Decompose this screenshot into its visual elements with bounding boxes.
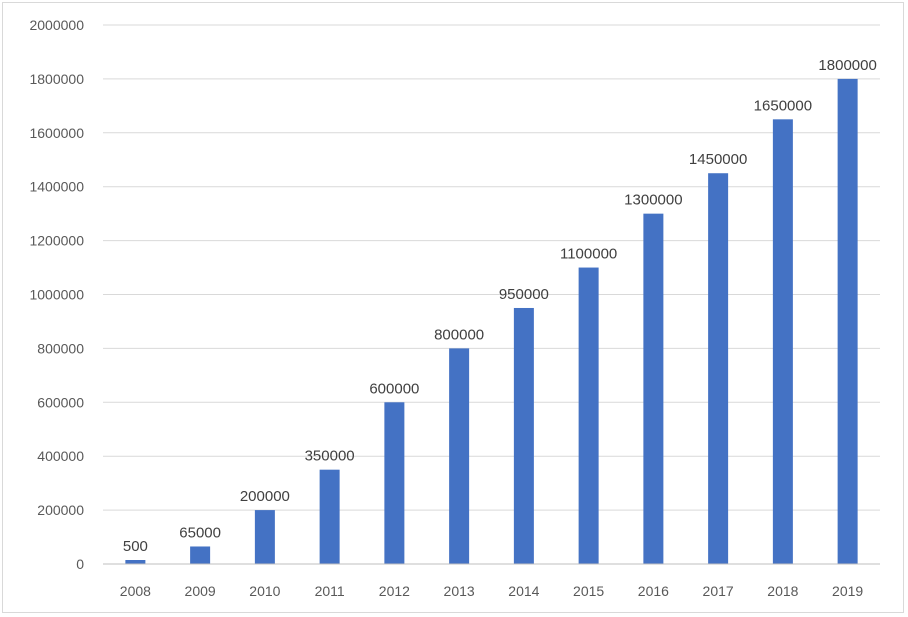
x-axis: 2008 2009 2010 2011 2012 2013 2014 2015 2016 2017… [103,563,880,599]
x-tick-label-2013: 2013 [444,583,475,599]
data-label-2019: 1800000 [818,57,876,74]
x-tick-label-2011: 2011 [315,583,345,599]
x-tick-label-2014: 2014 [508,583,539,599]
bar-2012 [384,402,405,564]
data-label-2017: 1450000 [689,151,747,168]
y-tick-label-0: 0 [76,556,84,572]
y-tick-label-4: 800000 [37,340,84,356]
data-label-2012: 600000 [369,380,419,397]
data-label-2013: 800000 [434,326,484,343]
bar-2019 [837,78,858,565]
x-tick-label-2017: 2017 [703,583,734,599]
data-label-2018: 1650000 [754,97,812,114]
bar-2016 [643,213,664,564]
y-axis: 0 200000 400000 600000 800000 1000000 1200000 1… [29,17,84,572]
bar-2018 [772,119,793,564]
data-label-2016: 1300000 [624,192,682,209]
bar-2015 [578,267,599,564]
x-tick-label-2010: 2010 [249,583,280,599]
y-tick-label-3: 600000 [37,394,84,410]
x-tick-label-2008: 2008 [120,583,151,599]
bar-2011 [319,469,340,564]
data-label-2011: 350000 [305,448,355,465]
y-tick-label-2: 400000 [37,448,84,464]
bar-2013 [449,348,470,564]
x-tick-label-2018: 2018 [767,583,798,599]
y-tick-label-8: 1600000 [29,125,84,141]
bar-2009 [190,546,211,564]
y-tick-label-7: 1400000 [29,179,84,195]
data-label-2009: 65000 [179,524,221,541]
data-label-2015: 1100000 [560,246,617,263]
y-tick-label-5: 1000000 [29,287,84,303]
y-tick-label-1: 200000 [37,502,84,518]
y-tick-label-9: 1800000 [29,71,84,87]
y-tick-label-10: 2000000 [29,17,84,33]
x-tick-label-2009: 2009 [185,583,216,599]
data-label-2008: 500 [123,538,148,555]
bar-2010 [254,510,275,564]
bars [125,78,858,565]
x-tick-label-2012: 2012 [379,583,410,599]
y-tick-label-6: 1200000 [29,233,84,249]
x-tick-label-2015: 2015 [573,583,604,599]
bar-2014 [513,307,534,564]
bar-2017 [708,173,729,564]
x-tick-label-2016: 2016 [638,583,669,599]
data-labels: 500 65000 200000 350000 600000 800000 950000 11… [123,57,877,555]
x-tick-label-2019: 2019 [832,583,863,599]
data-label-2014: 950000 [499,286,549,303]
data-label-2010: 200000 [240,488,290,505]
bar-2008 [125,560,146,564]
